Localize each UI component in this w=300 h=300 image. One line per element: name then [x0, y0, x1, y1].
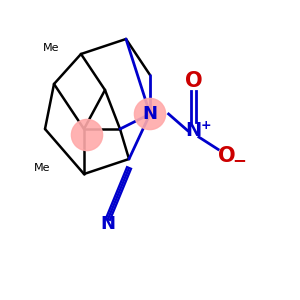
- Text: N: N: [185, 121, 202, 140]
- Text: O: O: [185, 71, 202, 91]
- Text: +: +: [201, 118, 212, 132]
- Text: N: N: [100, 215, 116, 233]
- Text: N: N: [142, 105, 158, 123]
- Text: Me: Me: [43, 43, 59, 53]
- Text: −: −: [232, 152, 246, 169]
- Circle shape: [71, 119, 103, 151]
- Text: Me: Me: [34, 163, 50, 173]
- Text: O: O: [218, 146, 235, 166]
- Circle shape: [134, 98, 166, 130]
